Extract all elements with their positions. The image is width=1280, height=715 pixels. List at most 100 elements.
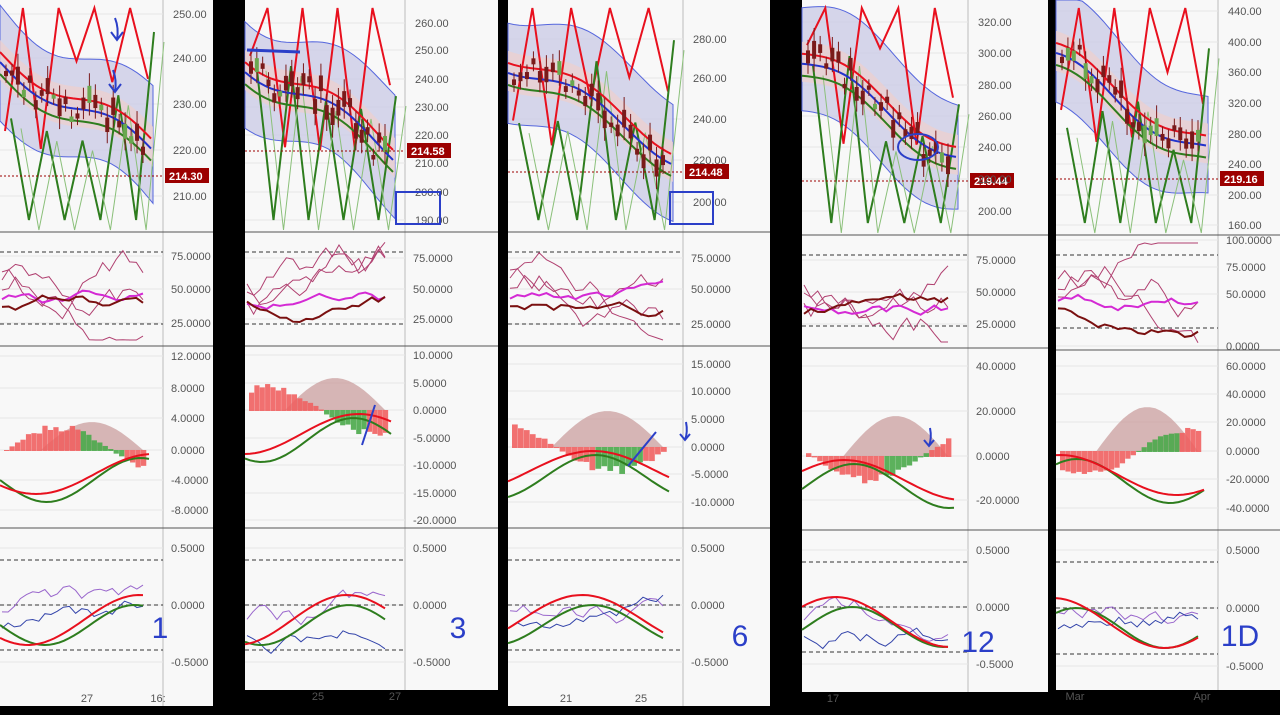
macd-histogram-bar xyxy=(637,447,643,463)
price-tick-label: 210.00 xyxy=(173,191,207,203)
price-tick-label: 220.00 xyxy=(978,174,1012,186)
macd-histogram-bar xyxy=(912,456,918,462)
macd-histogram-bar xyxy=(14,442,21,451)
macd-histogram-bar xyxy=(1114,451,1120,468)
candle xyxy=(654,159,659,177)
oscillator-tick-label: 0.5000 xyxy=(976,545,1010,557)
stochastic-line xyxy=(1057,242,1198,298)
candle xyxy=(4,71,8,77)
stochastic-panel: 100.0000 75.0000 50.0000 0.0000 xyxy=(1056,235,1272,353)
candle xyxy=(866,85,871,90)
panel-background xyxy=(245,346,498,528)
candle xyxy=(648,134,653,151)
price-tick-label: 320.00 xyxy=(978,17,1012,29)
x-tick-label: 16: xyxy=(150,693,165,705)
macd-histogram-bar xyxy=(1065,451,1071,472)
macd-histogram-bar xyxy=(1103,451,1109,471)
macd-histogram-bar xyxy=(340,410,346,426)
red-zigzag-line xyxy=(249,7,391,151)
price-tick-label: 260.00 xyxy=(978,111,1012,123)
stochastic-line xyxy=(509,280,664,301)
stochastic-tick-label: 50.0000 xyxy=(1226,289,1266,301)
macd-histogram-bar xyxy=(946,438,952,457)
x-tick-label: 25 xyxy=(312,691,324,703)
macd-histogram-bar xyxy=(625,447,631,467)
candle xyxy=(21,89,26,98)
timeframe-panel-2: 214.58 260.00 250.00 240.00 230.00 220.00 210.… xyxy=(244,0,498,703)
current-price-label: 214.30 xyxy=(169,171,203,183)
macd-histogram-bar xyxy=(1098,451,1104,472)
current-price-label: 214.48 xyxy=(689,167,723,179)
price-tick-label: 320.00 xyxy=(1228,98,1262,110)
macd-histogram-bar xyxy=(108,449,114,451)
stochastic-tick-label: 75.0000 xyxy=(976,255,1016,267)
candle xyxy=(818,44,823,53)
candle xyxy=(33,100,38,110)
macd-tick-label: -15.0000 xyxy=(413,488,456,500)
candle xyxy=(550,62,555,73)
price-tick-label: 240.00 xyxy=(1228,159,1262,171)
macd-histogram-bar xyxy=(655,447,661,455)
macd-histogram-bar xyxy=(259,387,265,411)
price-panel: 219.16 440.00 400.00 360.00 320.00 280.00 240.… xyxy=(1055,0,1264,234)
x-tick-label: Apr xyxy=(1193,691,1210,703)
macd-signal-line xyxy=(0,453,150,496)
macd-histogram-bar xyxy=(619,447,626,474)
macd-histogram-bar xyxy=(307,402,314,411)
candle xyxy=(129,136,134,144)
macd-histogram-bar xyxy=(1076,451,1082,472)
macd-histogram-bar xyxy=(583,447,590,462)
stochastic-line xyxy=(246,295,386,324)
candle xyxy=(563,86,568,92)
candle xyxy=(105,117,110,133)
macd-histogram-bar xyxy=(1196,430,1202,452)
candle xyxy=(283,75,288,91)
candle xyxy=(1107,75,1112,83)
macd-line xyxy=(1055,457,1205,505)
macd-histogram-bar xyxy=(31,433,37,451)
macd-histogram-bar xyxy=(286,394,292,411)
stochastic-tick-label: 75.0000 xyxy=(171,251,211,263)
oscillator-tick-label: 0.5000 xyxy=(171,543,205,555)
price-tick-label: 240.00 xyxy=(693,114,727,126)
macd-tick-label: -10.0000 xyxy=(413,460,456,472)
macd-tick-label: 0.0000 xyxy=(691,442,725,454)
macd-histogram-bar xyxy=(607,447,614,471)
candle xyxy=(51,94,56,99)
macd-tick-label: 10.0000 xyxy=(691,386,731,398)
macd-histogram-bar xyxy=(1185,427,1191,452)
macd-tick-label: 0.0000 xyxy=(1226,446,1260,458)
macd-histogram-bar xyxy=(589,447,596,471)
stochastic-panel: 75.0000 50.0000 25.0000 xyxy=(245,241,453,326)
macd-histogram-bar xyxy=(613,447,620,467)
macd-histogram-bar xyxy=(119,450,125,457)
macd-histogram-bar xyxy=(20,439,26,451)
macd-histogram-bar xyxy=(850,456,857,478)
macd-histogram-bar xyxy=(97,442,103,451)
candle xyxy=(879,102,884,111)
price-tick-label: 240.00 xyxy=(415,74,449,86)
candle xyxy=(885,96,890,103)
stochastic-tick-label: 0.0000 xyxy=(1226,341,1260,353)
annotations xyxy=(108,17,939,467)
green-zigzag-thin xyxy=(1076,58,1220,234)
candle xyxy=(1119,80,1124,98)
macd-histogram-bar xyxy=(811,456,817,458)
candle xyxy=(81,97,86,110)
candle xyxy=(117,121,122,128)
macd-tick-label: 5.0000 xyxy=(691,414,725,426)
oscillator-panel: 0.5000 0.0000 -0.5000 21 25 xyxy=(507,543,728,705)
candle xyxy=(830,47,835,62)
oscillator-tick-label: 0.0000 xyxy=(171,600,205,612)
candle xyxy=(927,149,932,156)
candle xyxy=(1101,65,1106,78)
candle xyxy=(1184,138,1189,149)
candle xyxy=(313,99,318,114)
macd-histogram-bar xyxy=(565,447,572,456)
oscillator-panel: 0.5000 0.0000 -0.5000 25 27 xyxy=(244,543,450,703)
macd-histogram-bar xyxy=(1125,451,1131,459)
macd-histogram-bar xyxy=(1092,451,1098,471)
macd-tick-label: 40.0000 xyxy=(976,361,1016,373)
macd-histogram-bar xyxy=(577,447,584,462)
price-tick-label: 220.00 xyxy=(173,145,207,157)
